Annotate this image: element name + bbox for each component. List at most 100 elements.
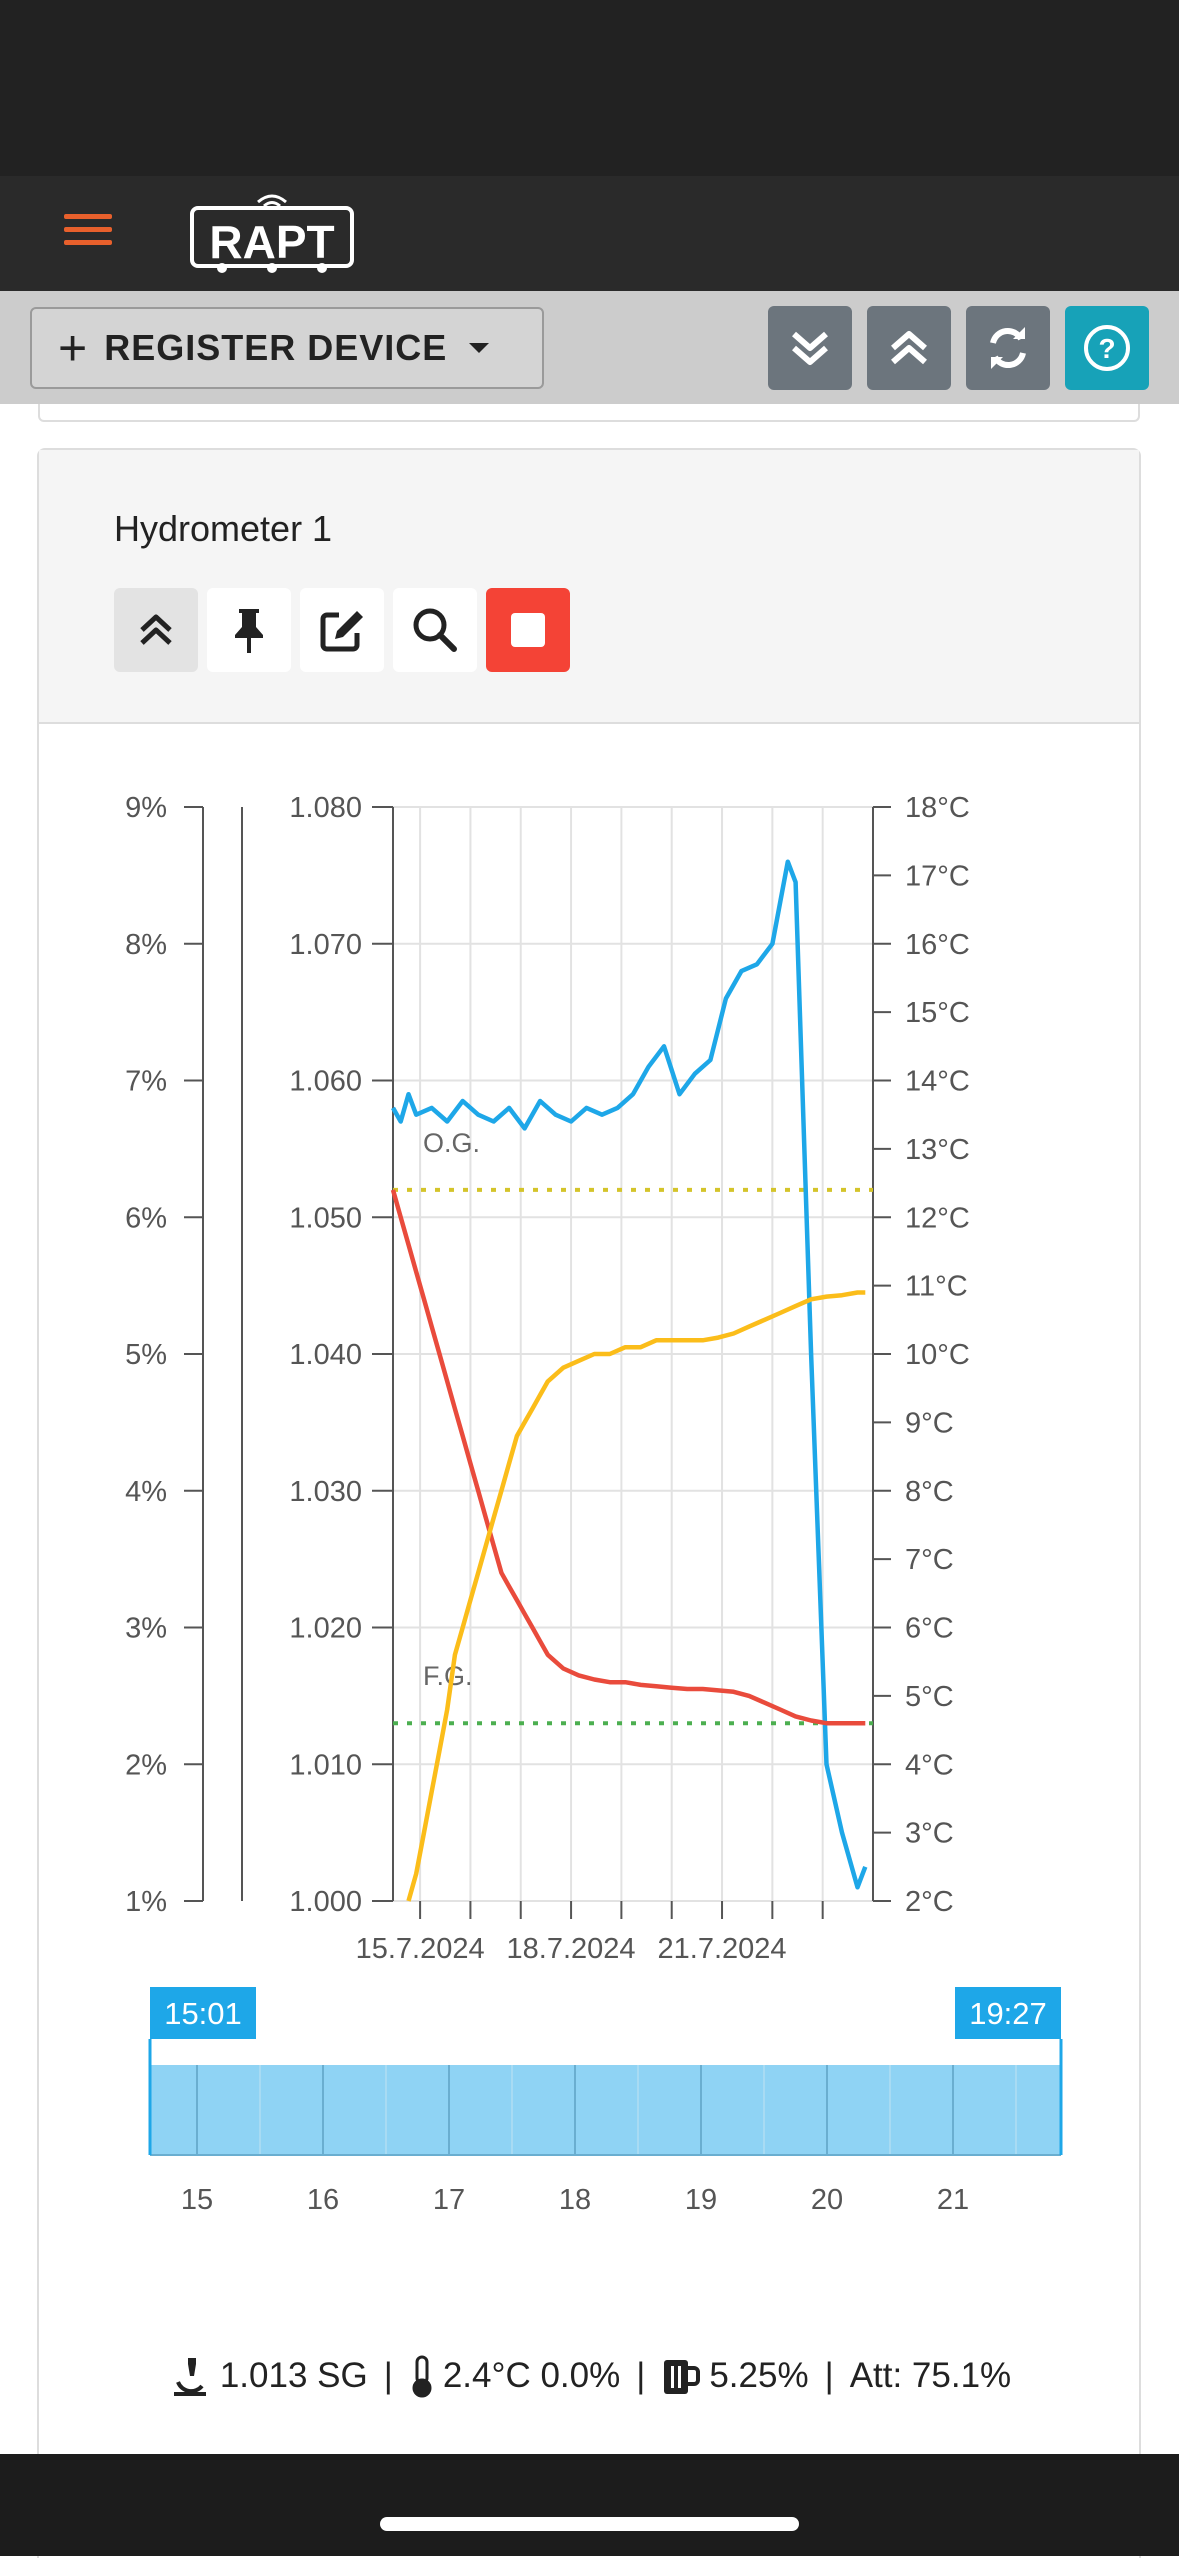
series-line-temp [391,859,868,1890]
temperature-tick-label: 8°C [905,1476,954,1508]
navigator-start-handle-flag [150,1987,256,2039]
hydrometer-card [37,448,1141,2558]
abv-tick-label: 5% [125,1339,167,1371]
refresh-icon [990,327,1026,369]
navigator-tick-label: 18 [559,2184,591,2210]
chevron-double-down-icon [792,331,828,365]
navigator-tick-label: 20 [811,2184,843,2210]
temperature-tick-label: 14°C [905,1066,970,1098]
rapt-logo[interactable]: RAPT [186,188,358,276]
microscope-icon [173,2358,206,2396]
gravity-tick-label: 1.030 [289,1476,362,1508]
chevron-double-up-icon [140,614,172,645]
temperature-stat: 2.4°C 0.0% [442,2356,621,2395]
abv-tick-label: 3% [125,1613,167,1645]
temperature-tick-label: 17°C [905,860,970,892]
chevron-double-up-icon [891,331,927,365]
help-icon: ? [1084,325,1130,371]
abv-tick-label: 8% [125,929,167,961]
menu-icon[interactable] [64,214,112,254]
reference-label: F.G. [423,1661,473,1691]
navigator-range [150,2065,1061,2155]
temperature-tick-label: 5°C [905,1681,954,1713]
stats-footer: 1.013 SG | 2.4°C 0.0% | 5.25% | Att: 75.… [0,2348,1179,2404]
gravity-tick-label: 1.040 [289,1339,362,1371]
device-title: Hydrometer 1 [114,508,333,549]
abv-tick-label: 2% [125,1749,167,1781]
navigator-tick-label: 19 [685,2184,717,2210]
system-nav-bar [0,2454,1179,2556]
edit-icon [320,611,363,652]
abv-tick-label: 1% [125,1886,167,1918]
navigator-tick-label: 21 [937,2184,969,2210]
x-tick-label: 15.7.2024 [356,1933,485,1965]
stat-separator: | [383,2356,393,2395]
gravity-tick-label: 1.060 [289,1066,362,1098]
temperature-tick-label: 2°C [905,1886,954,1918]
gravity-tick-label: 1.020 [289,1613,362,1645]
caret-down-icon [469,343,490,353]
navigator-tick-label: 17 [433,2184,465,2210]
collapse-card-button[interactable] [114,588,198,672]
series-line-gravity [390,1189,866,1726]
pin-button[interactable] [207,588,291,672]
svg-text:?: ? [1098,333,1115,364]
top-navbar [0,176,1179,291]
pin-icon [235,609,263,653]
abv-tick-label: 6% [125,1202,167,1234]
help-button[interactable]: ? [1065,306,1149,390]
previous-card-edge [38,404,1140,422]
thermometer-icon [412,2355,432,2398]
navigator-start-handle-label: 15:01 [164,1996,242,2031]
temperature-tick-label: 11°C [905,1271,968,1303]
temperature-tick-label: 3°C [905,1818,954,1850]
temperature-tick-label: 15°C [905,997,970,1029]
navigator-end-handle-flag [955,1987,1061,2039]
logo-text: RAPT [209,216,334,268]
gravity-tick-label: 1.070 [289,929,362,961]
fermentation-chart: 9% 8% 7% 6% 5% 4% 3% 2% 1% 1.080 1.070 1.060 1.050 1.… [125,792,1063,2210]
series-line-abv [406,1290,866,1902]
search-button[interactable] [393,588,477,672]
navigator-tick-label: 16 [307,2184,339,2210]
stop-button[interactable] [486,588,570,672]
abv-tick-label: 9% [125,792,167,824]
abv-tick-label: 7% [125,1066,167,1098]
gravity-tick-label: 1.050 [289,1202,362,1234]
stat-separator: | [824,2356,834,2395]
temperature-tick-label: 9°C [905,1407,954,1439]
attenuation-stat: Att: 75.1% [849,2356,1012,2395]
temperature-tick-label: 13°C [905,1134,970,1166]
home-indicator[interactable] [380,2517,799,2531]
abv-stat: 5.25% [709,2356,809,2395]
temperature-tick-label: 10°C [905,1339,970,1371]
register-device-button[interactable]: + REGISTER DEVICE [30,307,544,389]
gravity-tick-label: 1.000 [289,1886,362,1918]
status-bar [0,0,1179,176]
edit-button[interactable] [300,588,384,672]
navigator-end-handle-label: 19:27 [969,1996,1047,2031]
temperature-tick-label: 18°C [905,792,970,824]
plus-icon: + [58,320,89,376]
temperature-tick-label: 6°C [905,1613,954,1645]
reference-label: O.G. [423,1128,480,1158]
expand-all-button[interactable] [867,306,951,390]
card-header [39,450,1139,724]
search-icon [413,608,457,652]
beer-mug-icon [664,2360,701,2394]
collapse-all-button[interactable] [768,306,852,390]
x-tick-label: 21.7.2024 [658,1933,787,1965]
gravity-tick-label: 1.010 [289,1749,362,1781]
temperature-tick-label: 4°C [905,1749,954,1781]
temperature-tick-label: 16°C [905,929,970,961]
register-device-label: REGISTER DEVICE [104,327,448,368]
stat-separator: | [636,2356,646,2395]
gravity-stat: 1.013 SG [219,2356,368,2395]
abv-tick-label: 4% [125,1476,167,1508]
x-tick-label: 18.7.2024 [507,1933,636,1965]
temperature-tick-label: 7°C [905,1544,954,1576]
navigator-tick-label: 15 [181,2184,213,2210]
stop-icon [511,613,545,647]
refresh-button[interactable] [966,306,1050,390]
temperature-tick-label: 12°C [905,1202,970,1234]
